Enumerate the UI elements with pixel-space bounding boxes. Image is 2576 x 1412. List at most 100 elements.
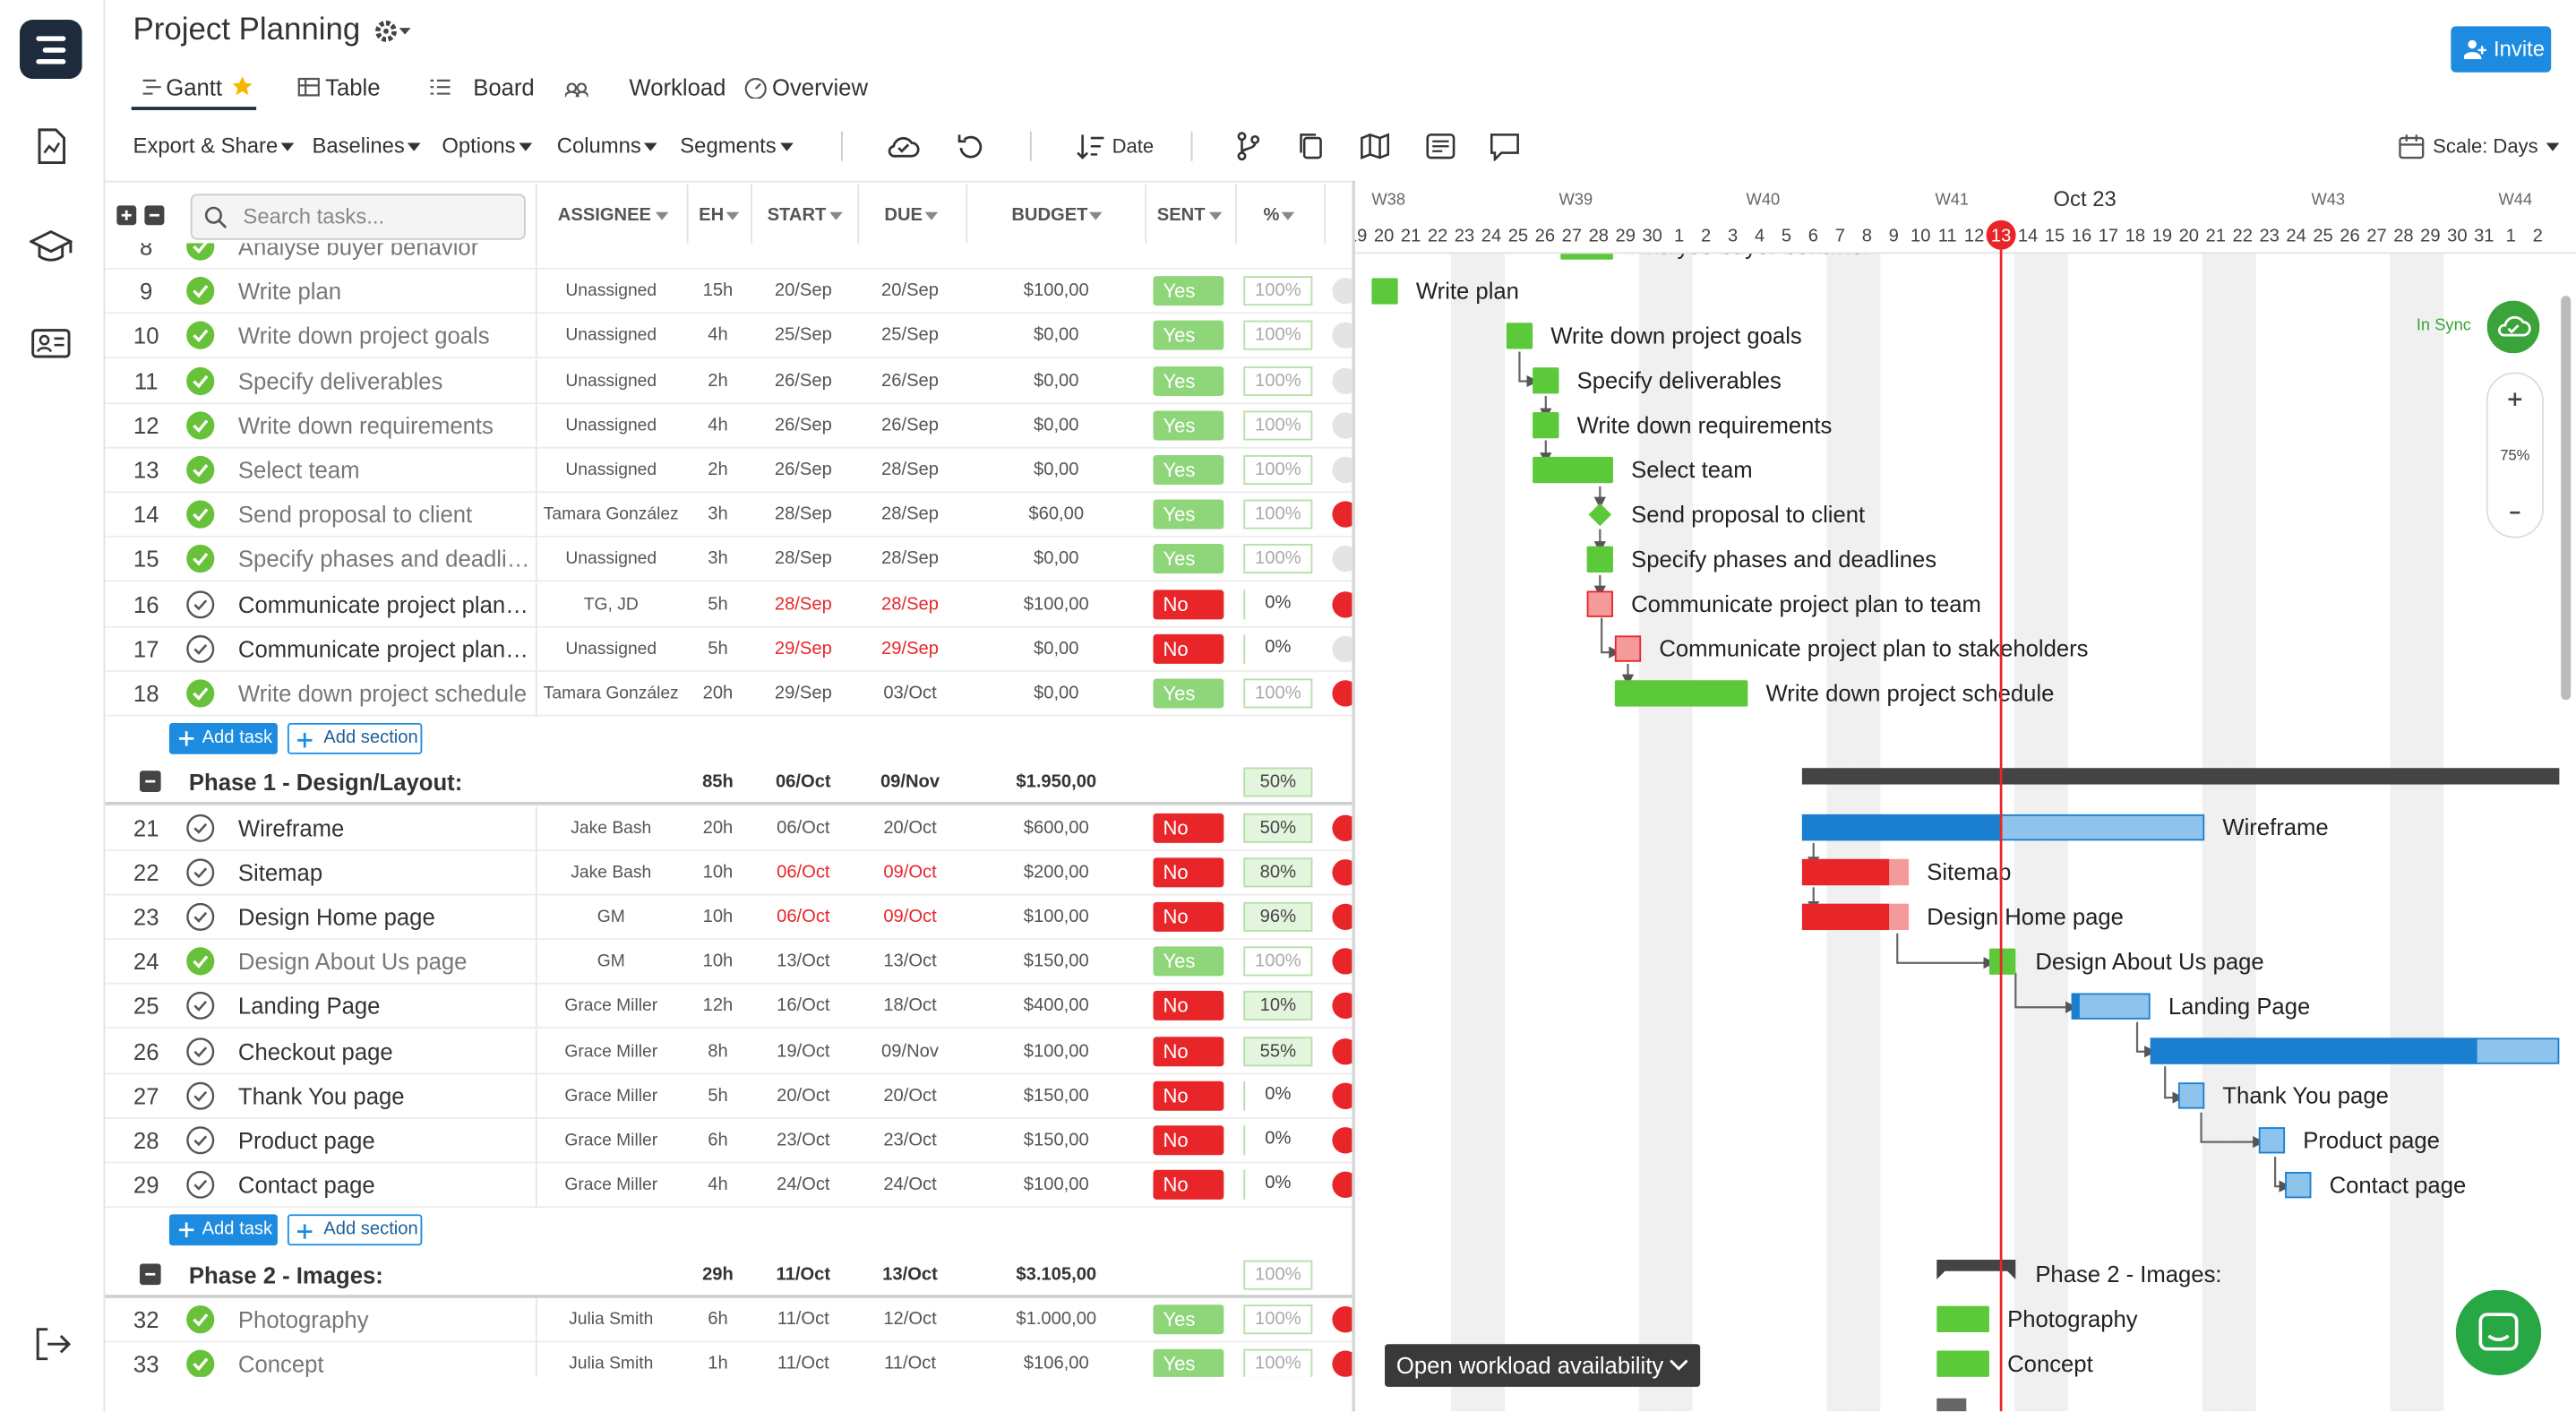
check-done[interactable] [185, 410, 215, 440]
column-header[interactable]: BUDGET [1011, 205, 1088, 226]
task-name[interactable]: Send proposal to client [237, 501, 473, 529]
check-open[interactable] [185, 857, 215, 887]
check-open[interactable] [185, 1170, 215, 1200]
check-open[interactable] [185, 1081, 215, 1110]
contacts-icon[interactable] [31, 329, 71, 358]
expand-collapse-all[interactable] [116, 205, 166, 227]
task-name[interactable]: Contact page [237, 1171, 375, 1199]
favorite-star[interactable] [232, 75, 253, 97]
day-label: 22 [2232, 226, 2252, 245]
check-open[interactable] [185, 1037, 215, 1066]
column-header[interactable]: START [767, 205, 827, 226]
check-open[interactable] [185, 992, 215, 1021]
add-section-button[interactable]: Add section [287, 1215, 423, 1246]
tab[interactable]: Workload [629, 73, 726, 100]
logo[interactable] [20, 20, 82, 80]
invite-button[interactable]: Invite [2451, 26, 2552, 73]
toolbar-menu[interactable]: Export & Share [133, 133, 279, 159]
check-done[interactable] [185, 243, 215, 261]
column-header[interactable]: DUE [884, 205, 923, 226]
add-task-button[interactable]: Add task [168, 1215, 278, 1246]
collapse-section[interactable] [139, 771, 161, 793]
branch-icon[interactable] [1235, 132, 1261, 161]
task-name[interactable]: Wireframe [237, 814, 345, 841]
task-name[interactable]: Thank You page [237, 1082, 405, 1109]
task-name[interactable]: Checkout page [237, 1037, 393, 1064]
check-done[interactable] [185, 947, 215, 977]
tab[interactable]: Overview [771, 73, 869, 100]
notes-icon[interactable] [1426, 133, 1455, 159]
tab[interactable]: Gantt [166, 73, 223, 100]
assignee: Unassigned [565, 415, 657, 435]
logout-icon[interactable] [35, 1328, 71, 1361]
sent-badge: Yes [1153, 499, 1224, 530]
caret [643, 142, 657, 151]
check-open[interactable] [185, 1125, 215, 1155]
check-done[interactable] [185, 366, 215, 395]
scale-menu[interactable]: Scale: Days [2433, 134, 2538, 159]
tab[interactable]: Table [325, 73, 381, 100]
task-name[interactable]: Write down requirements [237, 411, 494, 439]
task-name[interactable]: Write down project schedule [237, 680, 527, 707]
reports-icon[interactable] [35, 128, 68, 165]
check-open[interactable] [185, 634, 215, 664]
sort-icon[interactable] [1076, 133, 1105, 159]
task-name[interactable]: Design About Us page [237, 948, 468, 975]
check-done[interactable] [185, 545, 215, 574]
add-section-button[interactable]: Add section [287, 723, 423, 755]
column-header[interactable]: EH [699, 205, 725, 226]
check-done[interactable] [185, 276, 215, 306]
toolbar-menu[interactable]: Baselines [312, 133, 405, 159]
sync-indicator[interactable] [2486, 300, 2540, 354]
sort-button[interactable]: Date [1112, 134, 1155, 159]
tab[interactable]: Board [473, 73, 535, 100]
column-header[interactable]: ASSIGNEE [557, 205, 652, 226]
calendar-icon[interactable] [2399, 133, 2425, 159]
task-name[interactable]: Write down project goals [237, 323, 490, 349]
check-done[interactable] [185, 455, 215, 485]
check-open[interactable] [185, 902, 215, 932]
check-open[interactable] [185, 813, 215, 842]
day-label: 25 [2313, 226, 2332, 245]
chat-button[interactable] [2455, 1289, 2542, 1376]
task-name[interactable]: Landing Page [237, 993, 381, 1020]
map-icon[interactable] [1361, 133, 1390, 159]
task-name[interactable]: Photography [237, 1305, 369, 1333]
sent-value: Yes [1163, 413, 1196, 437]
comment-icon[interactable] [1490, 133, 1519, 161]
check-done[interactable] [185, 1304, 215, 1334]
settings-icon[interactable] [374, 20, 417, 43]
task-name[interactable]: Select team [237, 456, 360, 484]
toolbar-menu[interactable]: Columns [556, 133, 641, 159]
academy-icon[interactable] [30, 228, 73, 264]
task-name[interactable]: Specify deliverables [237, 367, 443, 394]
task-name[interactable]: Design Home page [237, 903, 435, 931]
column-header[interactable]: % [1263, 205, 1280, 226]
collapse-section[interactable] [139, 1262, 161, 1285]
task-name[interactable]: Specify phases and deadlines [237, 546, 535, 573]
check-done[interactable] [185, 500, 215, 530]
check-done[interactable] [185, 678, 215, 708]
undo-icon[interactable] [957, 133, 983, 159]
task-name[interactable]: Concept [237, 1350, 324, 1377]
sync-icon[interactable] [887, 133, 920, 159]
task-name[interactable]: Product page [237, 1127, 375, 1154]
check-circle [186, 277, 215, 306]
check-done[interactable] [185, 1349, 215, 1377]
zoom-buttons[interactable] [2486, 371, 2545, 538]
task-name[interactable]: Communicate project plan to team [237, 590, 534, 617]
toolbar-menu[interactable]: Options [442, 133, 516, 159]
add-task-button[interactable]: Add task [168, 723, 278, 755]
search-box[interactable] [190, 194, 526, 240]
task-name[interactable]: Sitemap [237, 858, 323, 886]
task-name[interactable]: Write plan [237, 278, 342, 305]
toolbar-menu[interactable]: Segments [680, 133, 777, 159]
column-header[interactable]: SENT [1156, 205, 1206, 226]
check-open[interactable] [185, 590, 215, 619]
check-done[interactable] [185, 321, 215, 350]
task-name[interactable]: Analyse buyer behavior [237, 243, 479, 260]
task-name[interactable]: Communicate project plan to stakeholders [237, 635, 534, 662]
copy-icon[interactable] [1298, 132, 1324, 161]
workload-button[interactable]: Open workload availability [1385, 1344, 1701, 1387]
start-date: 28/Sep [774, 594, 832, 615]
